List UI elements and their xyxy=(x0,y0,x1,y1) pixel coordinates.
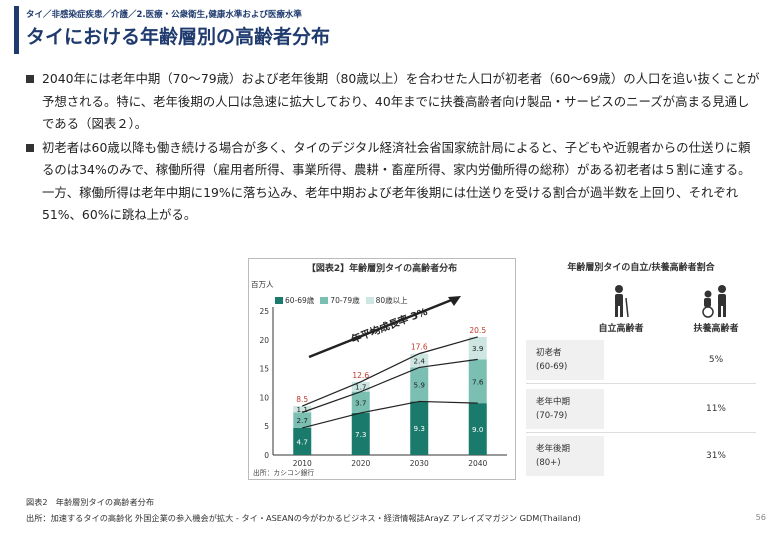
row-label-line: (80+) xyxy=(536,458,561,468)
row-label-line: 老年後期 xyxy=(536,444,571,454)
table-row: 初老者 (60-69) 5% xyxy=(526,340,756,380)
dependent-column-header: 扶養高齢者 xyxy=(676,284,756,334)
total-label: 12.6 xyxy=(352,371,369,380)
legend-item: 60-69歳 xyxy=(275,295,314,306)
bar-segment-3 xyxy=(293,406,312,413)
growth-arrow-head xyxy=(448,296,461,306)
data-label: 2.4 xyxy=(414,357,426,366)
bar-segment-2 xyxy=(468,359,487,404)
bullet-text: 2040年には老年中期（70～79歳）および老年後期（80歳以上）を合わせた人口… xyxy=(42,71,760,131)
row-divider xyxy=(526,432,756,433)
total-label: 8.5 xyxy=(296,395,308,404)
dependent-column-label: 扶養高齢者 xyxy=(693,324,739,334)
title-accent-bar xyxy=(14,6,19,54)
breadcrumb: タイ／非感染症疾患／介護／2.医療・公衆衛生,健康水準および医療水準 xyxy=(26,10,302,20)
data-label: 3.7 xyxy=(355,398,366,407)
chart-title: 【図表2】年齢層別タイの高齢者分布 xyxy=(306,264,458,274)
table-header-row: 自立高齢者 扶養高齢者 xyxy=(526,284,756,334)
x-tick-label: 2010 xyxy=(293,459,312,468)
page-number: 56 xyxy=(755,512,766,522)
bar-segment-1 xyxy=(351,412,370,455)
y-tick-label: 15 xyxy=(259,365,269,374)
elderly-distribution-chart-panel: 【図表2】年齢層別タイの高齢者分布 百万人 60-69歳 70-79歳 80歳以… xyxy=(248,258,516,480)
row-label-line: 老年中期 xyxy=(536,397,571,407)
row-label-line: 初老者 xyxy=(536,348,562,358)
row-value: 11% xyxy=(705,404,726,414)
data-label: 1.1 xyxy=(297,405,308,414)
row-label: 老年中期 (70-79) xyxy=(526,389,604,429)
legend-label: 70-79歳 xyxy=(330,296,360,305)
legend-item: 70-79歳 xyxy=(320,295,360,306)
bar-segment-1 xyxy=(410,401,429,455)
growth-arrow-line xyxy=(308,297,455,359)
data-label: 4.7 xyxy=(297,437,308,446)
bullet-square-icon xyxy=(26,75,34,83)
bullet-item: 初老者は60歳以降も働き続ける場合が多く、タイのデジタル経済社会省国家統計局によ… xyxy=(26,137,760,227)
bar-segment-2 xyxy=(410,367,429,402)
data-label: 9.3 xyxy=(414,424,425,433)
page-title: タイにおける年齢層別の高齢者分布 xyxy=(26,26,331,48)
bullet-list: 2040年には老年中期（70～79歳）および老年後期（80歳以上）を合わせた人口… xyxy=(26,68,760,228)
stacked-bar-chart: 0 5 10 15 20 25 4.7 2.7 1.18.5 2010 7.3 3.7 1.7 12.6 2… xyxy=(259,296,507,468)
table-row: 老年中期 (70-79) 11% xyxy=(526,389,756,429)
legend-label: 60-69歳 xyxy=(285,296,315,305)
y-tick-label: 0 xyxy=(264,451,269,460)
independent-elder-icon xyxy=(615,285,629,318)
bullet-text: 初老者は60歳以降も働き続ける場合が多く、タイのデジタル経済社会省国家統計局によ… xyxy=(42,139,751,223)
legend-swatch-70-79 xyxy=(320,297,329,304)
data-label: 9.0 xyxy=(472,425,484,434)
y-axis-unit: 百万人 xyxy=(251,280,274,289)
chart-source-note: 出所：カシコン銀行 xyxy=(253,469,315,477)
data-label: 3.9 xyxy=(472,344,484,353)
y-tick-label: 20 xyxy=(259,336,269,345)
x-tick-label: 2040 xyxy=(468,459,487,468)
trend-line-3 xyxy=(302,336,478,407)
legend-swatch-80-plus xyxy=(365,297,374,304)
legend-label: 80歳以上 xyxy=(375,296,408,305)
x-tick-label: 2030 xyxy=(410,459,429,468)
independent-column-label: 自立高齢者 xyxy=(598,324,644,334)
dependency-table-panel: 年齢層別タイの自立/扶養高齢者割合 自立高齢者 xyxy=(526,258,756,480)
bar-segment-2 xyxy=(351,391,370,413)
row-label-line: (70-79) xyxy=(536,411,568,421)
trend-line-2 xyxy=(302,358,478,413)
bar-segment-3 xyxy=(410,353,429,368)
dependent-elder-icon xyxy=(702,285,726,318)
data-label: 7.3 xyxy=(355,430,366,439)
independent-column-header: 自立高齢者 xyxy=(586,284,656,334)
bar-segment-3 xyxy=(468,336,487,360)
y-tick-label: 25 xyxy=(259,307,269,316)
bar-segment-2 xyxy=(293,412,312,428)
figure-caption: 図表2 年齢層別タイの高齢者分布 xyxy=(26,497,155,507)
y-tick-label: 10 xyxy=(259,393,269,402)
x-tick-label: 2020 xyxy=(351,459,370,468)
footer-source: 出所：加速するタイの高齢化 外国企業の参入機会が拡大 - タイ・ASEANの今が… xyxy=(26,513,581,523)
bullet-item: 2040年には老年中期（70～79歳）および老年後期（80歳以上）を合わせた人口… xyxy=(26,68,760,136)
y-tick-label: 5 xyxy=(264,422,269,431)
trend-line-1 xyxy=(302,400,478,429)
total-label: 17.6 xyxy=(411,343,428,352)
data-label: 5.9 xyxy=(414,380,426,389)
bar-segment-3 xyxy=(351,381,370,392)
data-label: 2.7 xyxy=(297,416,308,425)
bar-segment-1 xyxy=(468,403,487,455)
legend-item: 80歳以上 xyxy=(365,295,408,306)
row-label-line: (60-69) xyxy=(536,362,568,372)
row-divider xyxy=(526,383,756,384)
figure-2: 【図表2】年齢層別タイの高齢者分布 百万人 60-69歳 70-79歳 80歳以… xyxy=(248,258,756,480)
table-title: 年齢層別タイの自立/扶養高齢者割合 xyxy=(567,263,715,273)
total-label: 20.5 xyxy=(469,326,486,335)
table-row: 老年後期 (80+) 31% xyxy=(526,436,756,476)
row-value: 5% xyxy=(708,355,724,365)
data-label: 1.7 xyxy=(355,383,366,392)
row-label: 初老者 (60-69) xyxy=(526,340,604,380)
legend-swatch-60-69 xyxy=(275,297,283,304)
bullet-square-icon xyxy=(26,143,34,152)
bar-segment-1 xyxy=(293,427,312,455)
row-label: 老年後期 (80+) xyxy=(526,436,604,476)
data-label: 7.6 xyxy=(472,377,484,386)
growth-rate-label: 年平均成長率 3% xyxy=(349,305,429,346)
row-value: 31% xyxy=(705,451,726,461)
chart-legend: 60-69歳 70-79歳 80歳以上 xyxy=(275,295,408,306)
